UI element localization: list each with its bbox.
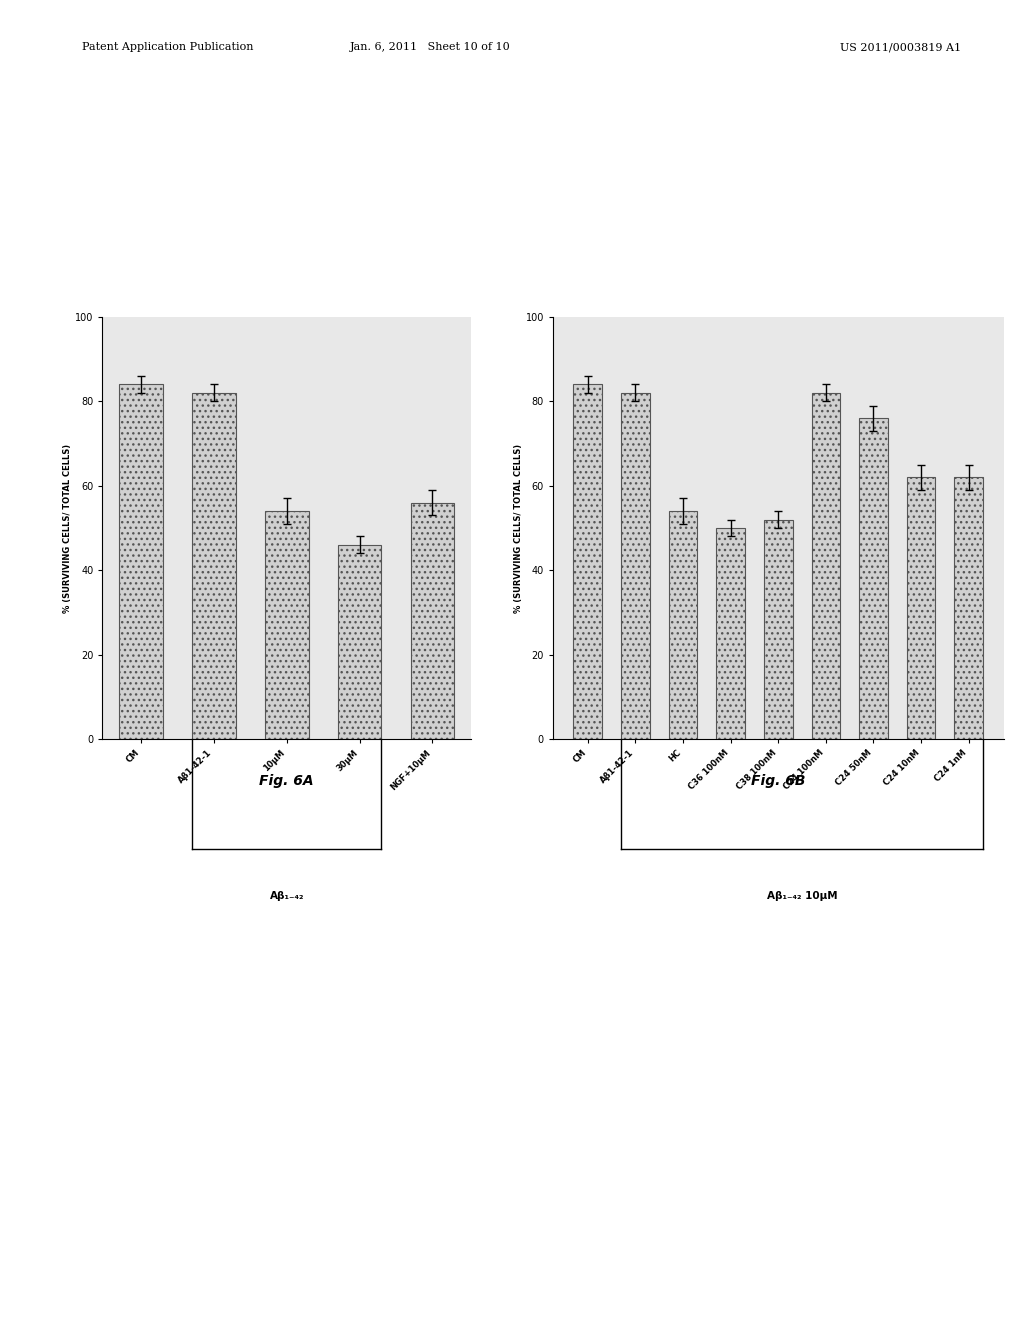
Bar (812, 393, 840, 739)
Bar (907, 478, 935, 739)
Bar (573, 384, 602, 739)
Bar (193, 393, 236, 739)
Bar (265, 511, 308, 739)
Bar (764, 520, 793, 739)
Bar (622, 393, 649, 739)
Y-axis label: % (SURVIVING CELLS/ TOTAL CELLS): % (SURVIVING CELLS/ TOTAL CELLS) (63, 444, 73, 612)
Text: Aβ₁₋₄₂ 10μM: Aβ₁₋₄₂ 10μM (767, 891, 838, 902)
Text: US 2011/0003819 A1: US 2011/0003819 A1 (840, 42, 961, 53)
Text: Aβ₁₋₄₂: Aβ₁₋₄₂ (269, 891, 304, 902)
Bar (669, 511, 697, 739)
Bar (717, 528, 744, 739)
Bar (954, 478, 983, 739)
Y-axis label: % (SURVIVING CELLS/ TOTAL CELLS): % (SURVIVING CELLS/ TOTAL CELLS) (514, 444, 523, 612)
Bar (859, 418, 888, 739)
Bar (411, 503, 455, 739)
Text: Patent Application Publication: Patent Application Publication (82, 42, 253, 53)
Text: Fig. 6A: Fig. 6A (259, 775, 314, 788)
Text: Fig. 6B: Fig. 6B (751, 775, 806, 788)
Bar (338, 545, 381, 739)
Bar (119, 384, 163, 739)
Text: Jan. 6, 2011   Sheet 10 of 10: Jan. 6, 2011 Sheet 10 of 10 (350, 42, 510, 53)
